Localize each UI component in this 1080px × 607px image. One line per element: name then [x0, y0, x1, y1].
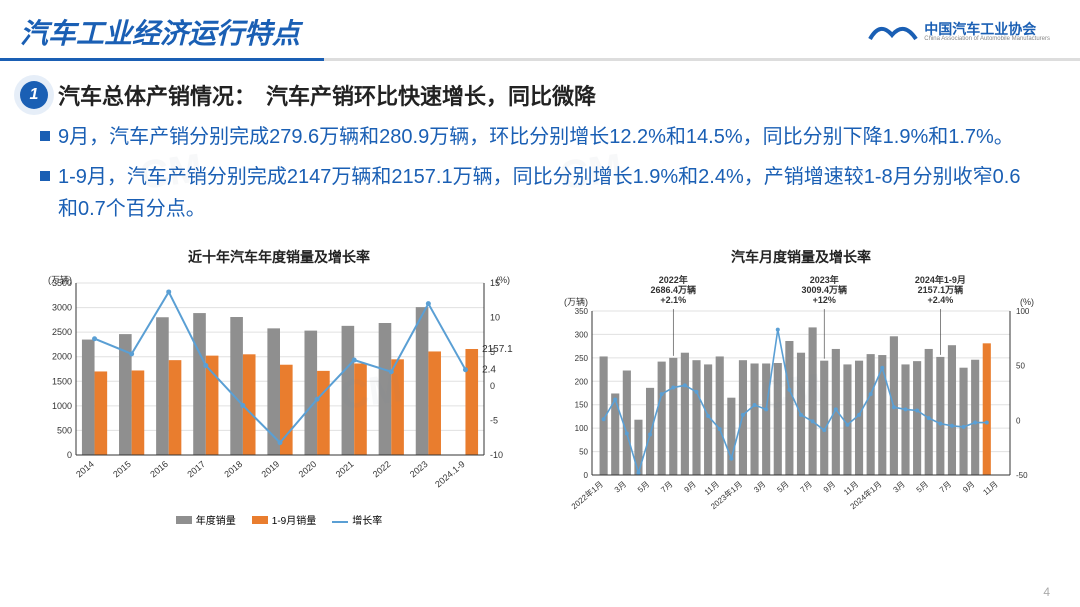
svg-text:9月: 9月 [961, 480, 976, 495]
page-header: 汽车工业经济运行特点 中国汽车工业协会 China Association of… [0, 0, 1080, 58]
svg-text:5月: 5月 [915, 480, 930, 495]
chart-annual: 近十年汽车年度销量及增长率 05001000150020002500300035… [28, 247, 530, 527]
svg-text:2019: 2019 [260, 459, 282, 480]
bullet-text: 1-9月，汽车产销分别完成2147万辆和2157.1万辆，同比分别增长1.9%和… [58, 161, 1040, 225]
chart-monthly: 汽车月度销量及增长率 0 50 100 150 200 250 300 350 -50 0 50 10… [550, 247, 1052, 527]
caam-logo-icon [868, 19, 918, 45]
logo-text: 中国汽车工业协会 [924, 22, 1050, 36]
svg-text:2016: 2016 [148, 459, 170, 480]
svg-text:100: 100 [1016, 307, 1030, 316]
svg-text:11月: 11月 [981, 480, 999, 497]
svg-text:(万辆): (万辆) [564, 296, 588, 307]
svg-text:3月: 3月 [752, 480, 767, 495]
svg-text:+2.4%: +2.4% [927, 295, 953, 305]
svg-text:350: 350 [575, 307, 589, 316]
svg-text:2023: 2023 [408, 459, 430, 480]
svg-text:250: 250 [575, 354, 589, 363]
svg-text:2157.1万辆: 2157.1万辆 [918, 284, 964, 295]
svg-text:2500: 2500 [52, 327, 72, 337]
page-number: 4 [1043, 585, 1050, 599]
svg-text:11月: 11月 [842, 480, 860, 497]
svg-text:1000: 1000 [52, 401, 72, 411]
svg-text:0: 0 [1016, 416, 1021, 425]
chart-monthly-svg: 0 50 100 150 200 250 300 350 -50 0 50 100 (万辆) (%) 202… [550, 273, 1050, 517]
svg-text:+2.1%: +2.1% [660, 295, 686, 305]
svg-text:11月: 11月 [703, 480, 721, 497]
bullet-marker-icon [40, 131, 50, 141]
logo: 中国汽车工业协会 China Association of Automobile… [868, 19, 1050, 45]
svg-text:50: 50 [1016, 362, 1025, 371]
svg-text:5月: 5月 [636, 480, 651, 495]
svg-text:2022年: 2022年 [659, 274, 688, 285]
svg-text:2023年: 2023年 [810, 274, 839, 285]
svg-text:2157.1: 2157.1 [482, 344, 513, 355]
logo-subtext: China Association of Automobile Manufact… [924, 36, 1050, 42]
svg-text:0: 0 [490, 381, 495, 391]
svg-text:(%): (%) [496, 275, 510, 285]
svg-text:(%): (%) [1020, 297, 1034, 307]
svg-text:7月: 7月 [659, 480, 674, 495]
page-title: 汽车工业经济运行特点 [20, 12, 300, 52]
svg-text:5月: 5月 [775, 480, 790, 495]
svg-text:2014: 2014 [74, 459, 96, 480]
bullet-text: 9月，汽车产销分别完成279.6万辆和280.9万辆，环比分别增长12.2%和1… [58, 121, 1014, 153]
svg-text:2.4: 2.4 [482, 365, 496, 376]
svg-text:2024.1-9: 2024.1-9 [433, 459, 467, 489]
svg-text:7月: 7月 [799, 480, 814, 495]
svg-text:300: 300 [575, 330, 589, 339]
svg-text:+12%: +12% [813, 295, 836, 305]
section-header: 1 汽车总体产销情况： 汽车产销环比快速增长，同比微降 [0, 79, 1080, 121]
svg-text:50: 50 [579, 448, 588, 457]
svg-text:0: 0 [67, 450, 72, 460]
svg-text:500: 500 [57, 425, 72, 435]
svg-text:3009.4万辆: 3009.4万辆 [801, 284, 847, 295]
svg-text:(万辆): (万辆) [48, 274, 72, 285]
svg-text:-5: -5 [490, 416, 498, 426]
svg-text:2017: 2017 [185, 459, 207, 480]
svg-text:2020: 2020 [297, 459, 319, 480]
svg-text:-50: -50 [1016, 471, 1028, 480]
svg-text:2022年1月: 2022年1月 [569, 479, 605, 511]
chart-legend: 年度销量1-9月销量增长率 [28, 512, 530, 527]
svg-text:9月: 9月 [682, 480, 697, 495]
section-subtitle: 汽车产销环比快速增长，同比微降 [266, 79, 596, 111]
svg-text:2015: 2015 [111, 459, 133, 480]
chart-title: 近十年汽车年度销量及增长率 [28, 247, 530, 267]
svg-text:2018: 2018 [222, 459, 244, 480]
svg-text:3月: 3月 [891, 480, 906, 495]
svg-text:2022: 2022 [371, 459, 393, 480]
section-number-badge: 1 [20, 81, 48, 109]
svg-text:150: 150 [575, 401, 589, 410]
svg-text:200: 200 [575, 377, 589, 386]
svg-text:100: 100 [575, 424, 589, 433]
title-underline [0, 58, 1080, 61]
bullet-marker-icon [40, 171, 50, 181]
svg-text:-10: -10 [490, 450, 503, 460]
svg-text:3000: 3000 [52, 303, 72, 313]
bullet-item: 9月，汽车产销分别完成279.6万辆和280.9万辆，环比分别增长12.2%和1… [40, 121, 1040, 153]
bullet-item: 1-9月，汽车产销分别完成2147万辆和2157.1万辆，同比分别增长1.9%和… [40, 161, 1040, 225]
svg-text:9月: 9月 [822, 480, 837, 495]
svg-text:7月: 7月 [938, 480, 953, 495]
svg-text:2000: 2000 [52, 352, 72, 362]
chart-title: 汽车月度销量及增长率 [550, 247, 1052, 267]
section-title: 汽车总体产销情况： [58, 79, 256, 111]
svg-text:0: 0 [584, 471, 589, 480]
svg-text:10: 10 [490, 312, 500, 322]
bullet-list: 9月，汽车产销分别完成279.6万辆和280.9万辆，环比分别增长12.2%和1… [0, 121, 1080, 247]
svg-text:1500: 1500 [52, 376, 72, 386]
svg-text:2686.4万辆: 2686.4万辆 [651, 284, 697, 295]
svg-text:2021: 2021 [334, 459, 356, 480]
svg-text:3月: 3月 [613, 480, 628, 495]
chart-annual-svg: 0500100015002000250030003500-10-5051015(… [28, 273, 528, 503]
svg-text:2024年1-9月: 2024年1-9月 [915, 274, 966, 285]
